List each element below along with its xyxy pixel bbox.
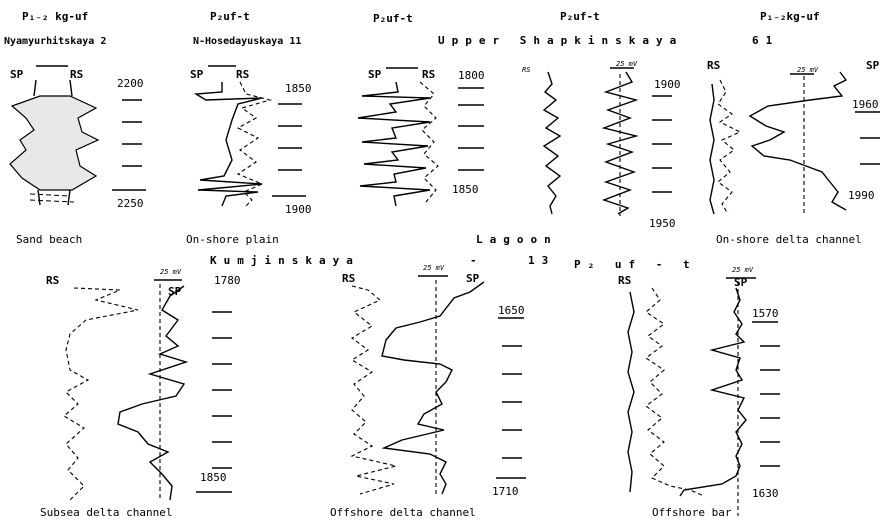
rs-label: RS <box>342 272 355 285</box>
rs-label: RS <box>236 68 249 81</box>
sp-label: SP <box>866 59 880 72</box>
panel-sand-beach: P₁₋₂ kg-uf Nyamyurhitskaya 2 SP RS 2200 … <box>4 10 146 246</box>
sp-label: SP <box>190 68 204 81</box>
depth-bottom: 1900 <box>285 203 312 216</box>
rs-label: RS <box>70 68 83 81</box>
rs-curve <box>645 287 705 497</box>
panel-subsea-delta-channel: RS SP 25 mV 1780 1850 Subsea delta chann… <box>40 268 241 519</box>
depth-bottom: 1850 <box>200 471 227 484</box>
rs-label: RS <box>618 274 631 287</box>
depth-top: 1780 <box>214 274 241 287</box>
panel-title: P₂uf-t <box>373 12 413 25</box>
panel-title: P₁₋₂kg-uf <box>760 10 820 23</box>
facies-caption: Sand beach <box>16 233 82 246</box>
rs-label: RS <box>422 68 435 81</box>
depth-bottom: 1630 <box>752 487 779 500</box>
field-name: Kumjinskaya <box>210 254 360 267</box>
sp-curve <box>357 81 431 207</box>
rs-curve <box>419 81 439 203</box>
panel-lagoon-1: P₂uf-t SP RS 1800 1850 <box>357 12 485 207</box>
well-name: Nyamyurhitskaya 2 <box>4 35 106 47</box>
sp-label: SP <box>734 276 748 289</box>
rs-curve <box>63 287 139 501</box>
scale-label: 25 mV <box>797 66 819 74</box>
rs-curve <box>717 79 742 215</box>
sp-curve <box>601 71 639 215</box>
panel-title: P₂uf-t <box>210 10 250 23</box>
facies-caption: Offshore delta channel <box>330 506 476 519</box>
lagoon-caption: Lagoon <box>476 233 558 246</box>
rs-label: RS <box>46 274 59 287</box>
depth-bottom: 1850 <box>452 183 479 196</box>
well-name: N-Hosedayuskaya 11 <box>193 36 301 47</box>
rs-curve <box>236 81 273 207</box>
panel-lagoon-2: P₂uf-t RS 25 mV 1900 1950 <box>522 10 681 230</box>
separator-dash: - <box>470 254 484 267</box>
formation-label: P₂ uf - t <box>574 258 697 271</box>
depth-bottom: 1950 <box>649 217 676 230</box>
sp-curve <box>748 71 848 211</box>
scale-label: 25 mV <box>160 268 182 276</box>
panel-offshore-bar: RS SP 25 mV 1570 1630 Offshore bar <box>618 266 780 519</box>
facies-caption: On-shore delta channel <box>716 233 862 246</box>
depth-top: 2200 <box>117 77 144 90</box>
sp-curve <box>381 281 485 495</box>
sp-label: SP <box>368 68 382 81</box>
facies-caption: Subsea delta channel <box>40 506 172 519</box>
scale-label: 25 mV <box>732 266 754 274</box>
panel-title: P₁₋₂ kg-uf <box>22 10 88 23</box>
facies-caption: On-shore plain <box>186 233 279 246</box>
panel-offshore-delta-channel: RS SP 25 mV 1650 1710 Offshore delta cha… <box>330 264 526 519</box>
depth-top: 1650 <box>498 304 525 317</box>
depth-bottom: 1990 <box>848 189 875 202</box>
depth-top: 1960 <box>852 98 879 111</box>
rs-label: RS <box>707 59 720 72</box>
rs-curve <box>350 285 397 495</box>
panel-onshore-delta-channel: P₁₋₂kg-uf RS SP 25 mV 1960 1990 On-shore… <box>707 10 880 246</box>
sp-label: SP <box>466 272 480 285</box>
depth-top: 1900 <box>654 78 681 91</box>
sand-body <box>9 95 100 191</box>
depth-top: 1800 <box>458 69 485 82</box>
well-group-label: Upper Shapkinskaya <box>438 34 683 47</box>
panel-title: P₂uf-t <box>560 10 600 23</box>
well-number: 13 <box>528 254 555 267</box>
sp-curve <box>679 287 747 497</box>
sp-label: SP <box>10 68 24 81</box>
rs-label: RS <box>522 66 530 74</box>
sp-curve <box>117 285 189 501</box>
depth-top: 1850 <box>285 82 312 95</box>
sp-curve <box>193 82 263 207</box>
well-group-number: 61 <box>752 34 779 47</box>
depth-bottom: 2250 <box>117 197 144 210</box>
panel-onshore-plain: P₂uf-t N-Hosedayuskaya 11 SP RS 1850 190… <box>186 10 312 246</box>
depth-top: 1570 <box>752 307 779 320</box>
sp-scale-label: 25 mV <box>616 60 638 68</box>
scale-label: 25 mV <box>423 264 445 272</box>
depth-bottom: 1710 <box>492 485 519 498</box>
facies-caption: Offshore bar <box>652 506 732 519</box>
rs-curve <box>542 71 562 215</box>
